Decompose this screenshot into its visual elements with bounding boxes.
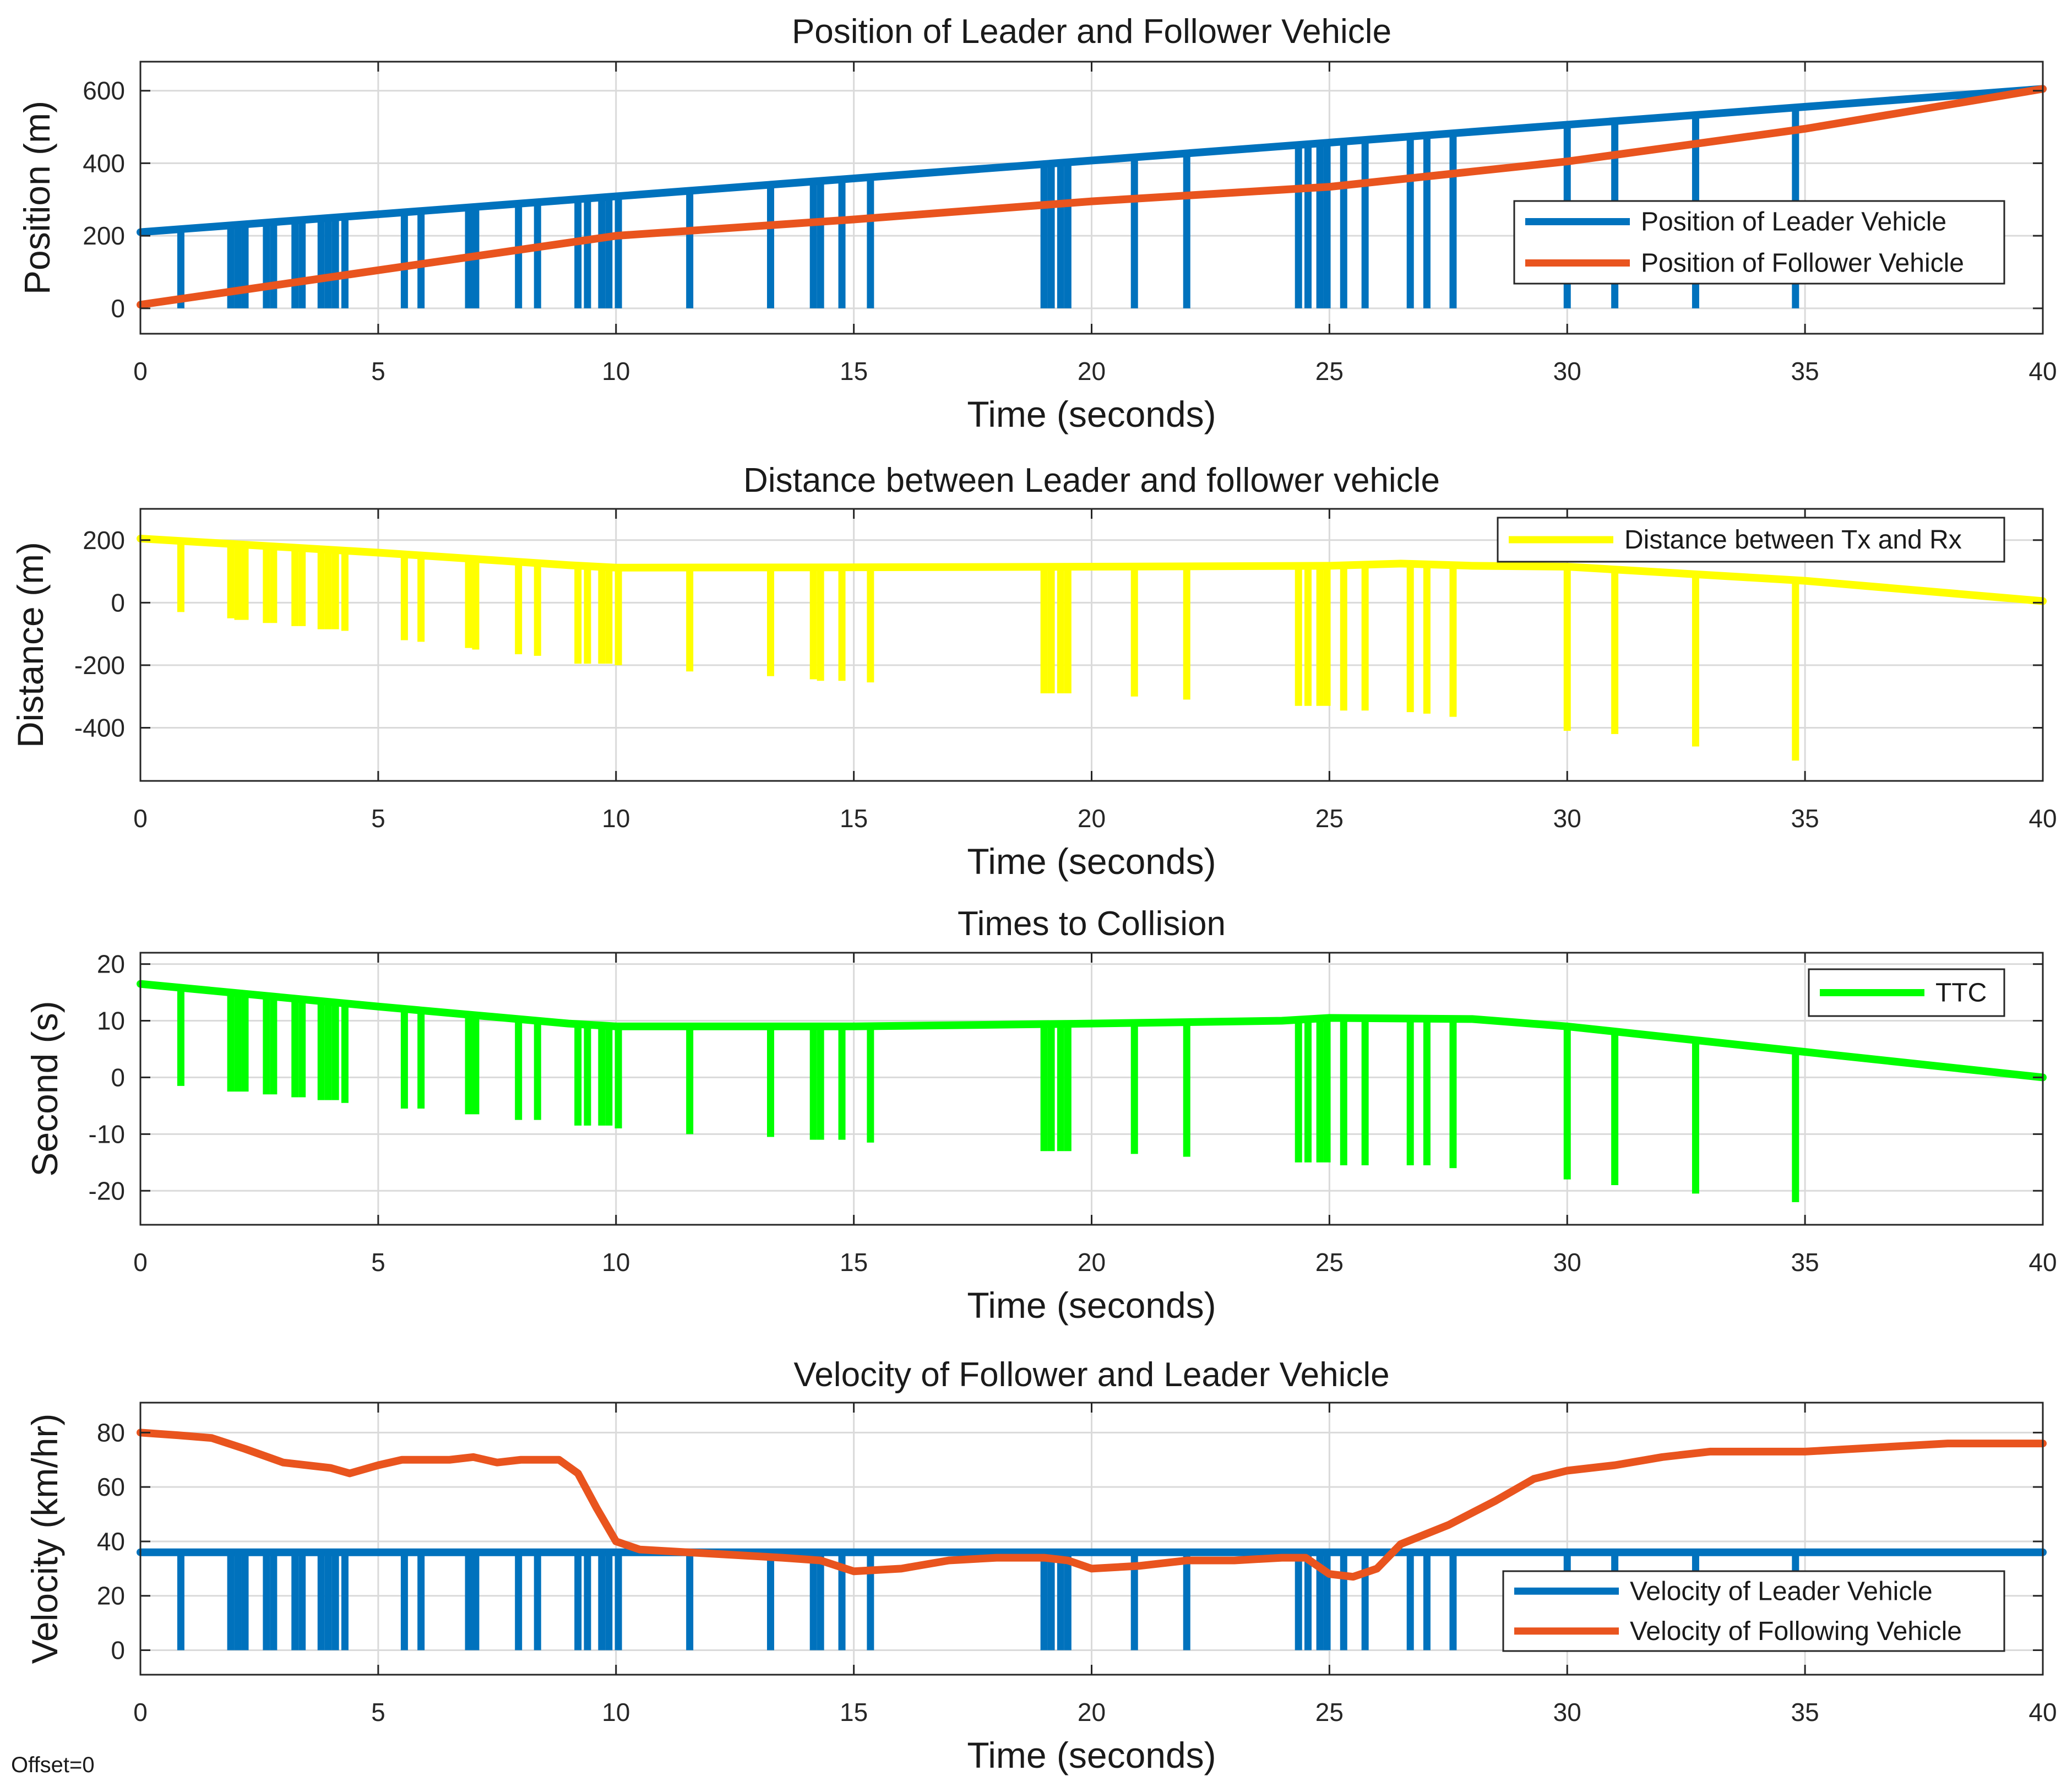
series-line [137, 534, 2047, 605]
x-axis-label: Time (seconds) [967, 841, 1216, 882]
legend-label: Velocity of Leader Vehicle [1630, 1577, 1933, 1606]
y-tick-label: 80 [97, 1418, 125, 1447]
x-tick-label: 25 [1315, 804, 1344, 833]
series-ttc [137, 980, 2047, 1202]
legend-label: Velocity of Following Vehicle [1630, 1617, 1962, 1646]
y-tick-label: 400 [83, 149, 125, 177]
x-tick-label: 35 [1791, 357, 1819, 385]
y-axis-label: Position (m) [17, 101, 57, 295]
x-tick-label: 20 [1078, 1698, 1106, 1726]
x-tick-label: 25 [1315, 1248, 1344, 1277]
x-tick-label: 15 [840, 804, 868, 833]
x-tick-label: 20 [1078, 804, 1106, 833]
x-axis-label: Time (seconds) [967, 1285, 1216, 1326]
x-tick-label: 40 [2029, 1698, 2057, 1726]
y-tick-label: 20 [97, 1582, 125, 1610]
y-axis-label: Distance (m) [10, 542, 51, 748]
chart-title: Distance between Leader and follower veh… [743, 461, 1440, 499]
x-tick-label: 0 [133, 804, 148, 833]
x-tick-label: 5 [371, 357, 385, 385]
series-line [137, 1429, 2047, 1581]
y-tick-label: 0 [111, 1063, 125, 1092]
x-axis-label: Time (seconds) [967, 394, 1216, 435]
y-tick-label: 10 [97, 1007, 125, 1035]
legend: Position of Leader Vehicle Position of Fo… [1513, 200, 2005, 285]
series-position-of-follower-vehicle [137, 85, 2047, 309]
y-tick-label: 40 [97, 1527, 125, 1556]
x-tick-label: 20 [1078, 357, 1106, 385]
x-tick-label: 0 [133, 1248, 148, 1277]
panel-distance: 0 5 10 15 20 25 30 35 40 -400 -200 0 200 Distance bet… [10, 461, 2057, 882]
x-tick-label: 35 [1791, 1248, 1819, 1277]
x-tick-label: 0 [133, 1698, 148, 1726]
x-tick-label: 15 [840, 357, 868, 385]
x-tick-label: 25 [1315, 1698, 1344, 1726]
series-velocity-of-following-vehicle [137, 1429, 2047, 1581]
x-tick-label: 40 [2029, 357, 2057, 385]
chart-title: Velocity of Follower and Leader Vehicle [793, 1356, 1389, 1394]
series-distance-between-tx-and-rx [137, 534, 2047, 761]
y-tick-label: 200 [83, 526, 125, 555]
x-tick-label: 15 [840, 1248, 868, 1277]
x-tick-label: 30 [1553, 357, 1581, 385]
series-line [137, 85, 2047, 236]
x-tick-label: 30 [1553, 804, 1581, 833]
legend-label: Position of Leader Vehicle [1641, 208, 1946, 237]
y-tick-label: 0 [111, 1636, 125, 1665]
x-axis-label: Time (seconds) [967, 1735, 1216, 1775]
x-tick-label: 5 [371, 1248, 385, 1277]
x-tick-label: 10 [602, 357, 630, 385]
x-tick-label: 35 [1791, 1698, 1819, 1726]
legend: Distance between Tx and Rx [1497, 517, 2005, 563]
y-tick-label: 0 [111, 294, 125, 323]
x-tick-label: 15 [840, 1698, 868, 1726]
x-tick-label: 10 [602, 804, 630, 833]
chart-title: Position of Leader and Follower Vehicle [792, 13, 1391, 51]
x-tick-label: 10 [602, 1248, 630, 1277]
legend-box [1513, 200, 2005, 285]
y-tick-label: 200 [83, 221, 125, 250]
y-tick-label: 60 [97, 1473, 125, 1501]
legend: TTC [1808, 968, 2005, 1017]
x-tick-label: 0 [133, 357, 148, 385]
x-tick-label: 10 [602, 1698, 630, 1726]
legend-label: TTC [1935, 979, 1987, 1008]
y-tick-label: -10 [89, 1120, 125, 1148]
x-tick-label: 40 [2029, 1248, 2057, 1277]
legend-label: Distance between Tx and Rx [1624, 525, 1962, 555]
y-tick-label: -200 [74, 651, 125, 680]
y-tick-label: 20 [97, 950, 125, 979]
y-axis-label: Velocity (km/hr) [24, 1414, 65, 1664]
y-tick-label: 0 [111, 588, 125, 617]
series-velocity-of-leader-vehicle [137, 1548, 2047, 1650]
x-tick-label: 40 [2029, 804, 2057, 833]
y-axis-label: Second (s) [24, 1001, 65, 1176]
panel-velocity: 0 5 10 15 20 25 30 35 40 0 20 40 60 80 Velocity of Fol… [24, 1356, 2057, 1775]
x-tick-label: 30 [1553, 1248, 1581, 1277]
x-tick-label: 20 [1078, 1248, 1106, 1277]
legend-label: Position of Follower Vehicle [1641, 249, 1964, 278]
legend: Velocity of Leader Vehicle Velocity of Fo… [1502, 1570, 2005, 1652]
y-tick-label: -400 [74, 713, 125, 742]
x-tick-label: 5 [371, 804, 385, 833]
y-tick-label: -20 [89, 1176, 125, 1205]
x-tick-label: 25 [1315, 357, 1344, 385]
x-tick-label: 35 [1791, 804, 1819, 833]
series-line [137, 85, 2047, 309]
chart-title: Times to Collision [958, 905, 1226, 943]
y-tick-label: 600 [83, 77, 125, 105]
x-tick-label: 5 [371, 1698, 385, 1726]
x-tick-label: 30 [1553, 1698, 1581, 1726]
figure-footer: Offset=0 [11, 1753, 95, 1777]
legend-box [1502, 1570, 2005, 1652]
series-position-of-leader-vehicle [137, 85, 2047, 308]
panel-ttc: 0 5 10 15 20 25 30 35 40 -20 -10 0 10 20 Times to Coll… [24, 905, 2057, 1326]
series-line [137, 980, 2047, 1082]
